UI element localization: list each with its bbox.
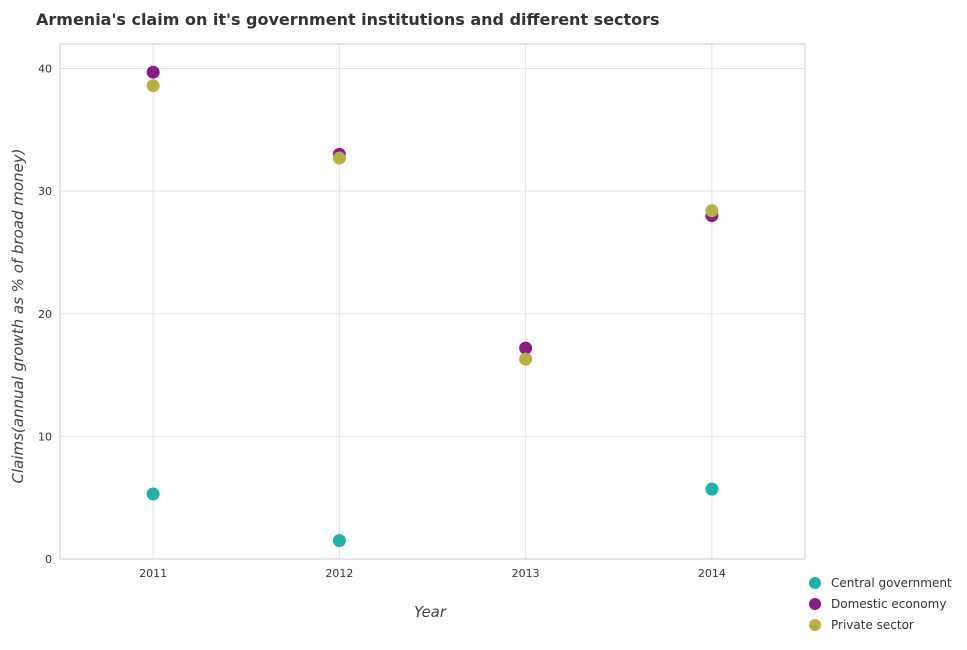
plot-border [59,43,806,560]
x-tick-label: 2011 [139,567,167,580]
data-point-private-sector [519,352,533,366]
chart-title: Armenia's claim on it's government insti… [36,10,660,29]
data-points [146,65,719,548]
legend-marker [809,619,821,631]
grid [60,44,805,560]
tick-labels: 0 10 20 30 40 2011 2012 2013 2014 [38,63,726,580]
data-point-private-sector [332,151,346,165]
data-point-central-government [332,534,346,548]
y-tick-label: 40 [38,63,52,76]
data-point-domestic-economy [146,65,160,79]
legend-label: Central government [831,576,952,590]
data-point-central-government [705,482,719,496]
y-tick-label: 20 [38,308,52,321]
y-tick-label: 0 [45,553,52,566]
data-point-private-sector [705,204,719,218]
y-tick-label: 10 [38,430,52,443]
data-point-central-government [146,487,160,501]
data-point-private-sector [146,79,160,93]
axes [59,43,806,560]
x-tick-label: 2012 [325,567,353,580]
legend-marker [809,577,821,589]
y-axis-label: Claims(annual growth as % of broad money… [9,148,27,483]
y-tick-label: 30 [38,185,52,198]
legend: Central government Domestic economy Privat… [809,576,952,632]
legend-marker [809,598,821,610]
x-tick-label: 2014 [698,567,726,580]
data-point-domestic-economy [519,341,533,355]
legend-label: Domestic economy [831,597,946,611]
x-tick-label: 2013 [512,567,540,580]
x-axis-label: Year [414,603,447,621]
legend-label: Private sector [831,618,914,632]
